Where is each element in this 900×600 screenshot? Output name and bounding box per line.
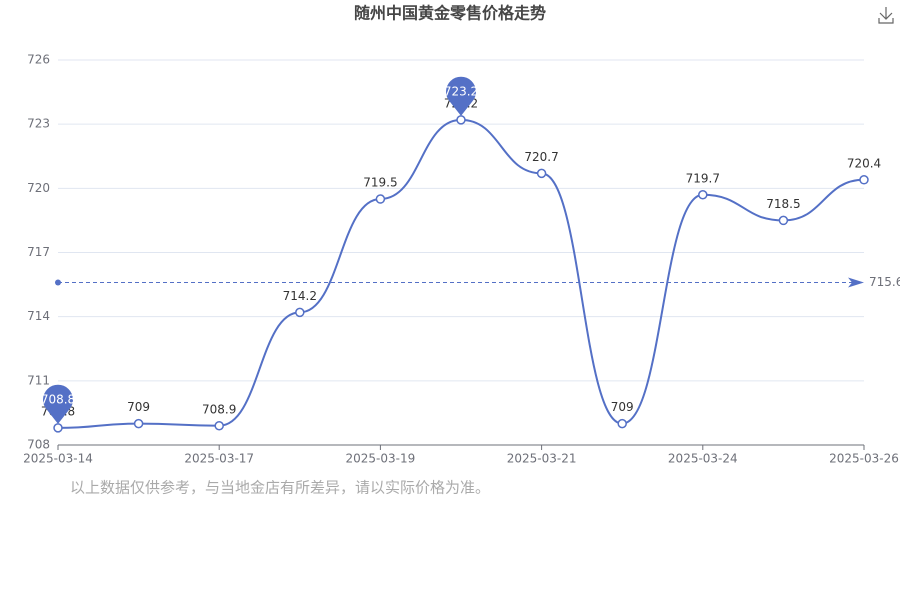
x-tick-label: 2025-03-17 [184,452,254,466]
line [57,118,865,429]
x-tick-label: 2025-03-14 [23,452,93,466]
y-tick-label: 726 [27,53,50,67]
average-line-start [55,279,61,286]
point [375,194,386,204]
y-tick-label: 714 [27,309,50,323]
mark-pin-label: 723.2 [444,84,478,98]
mark-pin [446,76,476,116]
data-label: 708.9 [202,402,236,416]
x-tick-label: 2025-03-21 [507,452,577,466]
x-tick-label: 2025-03-24 [668,452,738,466]
data-label: 720.4 [847,156,881,170]
data-label: 718.5 [766,197,800,211]
data-label: 709 [127,400,150,414]
point [456,115,466,125]
average-line-label: 715.6 [869,275,900,289]
point [53,423,63,433]
point [133,418,144,429]
download-button[interactable] [878,7,894,24]
footnote: 以上数据仅供参考，与当地金店有所差异，请以实际价格为准。 [70,479,490,497]
data-label: 709 [611,400,634,414]
y-tick-label: 717 [27,245,50,259]
chart-title: 随州中国黄金零售价格走势 [354,4,546,23]
mark-pin-label: 708.8 [41,392,75,406]
point [778,215,789,226]
y-tick-label: 711 [27,373,50,387]
x-tick-label: 2025-03-19 [346,452,416,466]
point [617,418,627,429]
y-tick-label: 720 [27,181,50,195]
point [295,307,305,318]
point [698,190,708,200]
data-label: 714.2 [283,289,317,303]
average-line-arrow [848,277,864,288]
data-label: 720.7 [524,150,558,164]
point [859,175,869,185]
point [214,421,224,431]
download-icon[interactable] [878,7,894,24]
x-tick-label: 2025-03-26 [829,452,899,466]
data-label: 719.5 [363,176,397,190]
y-tick-label: 723 [27,117,50,131]
data-label: 719.7 [686,171,720,185]
mark-pin [43,384,73,424]
point [536,168,547,179]
y-tick-label: 708 [27,438,50,452]
